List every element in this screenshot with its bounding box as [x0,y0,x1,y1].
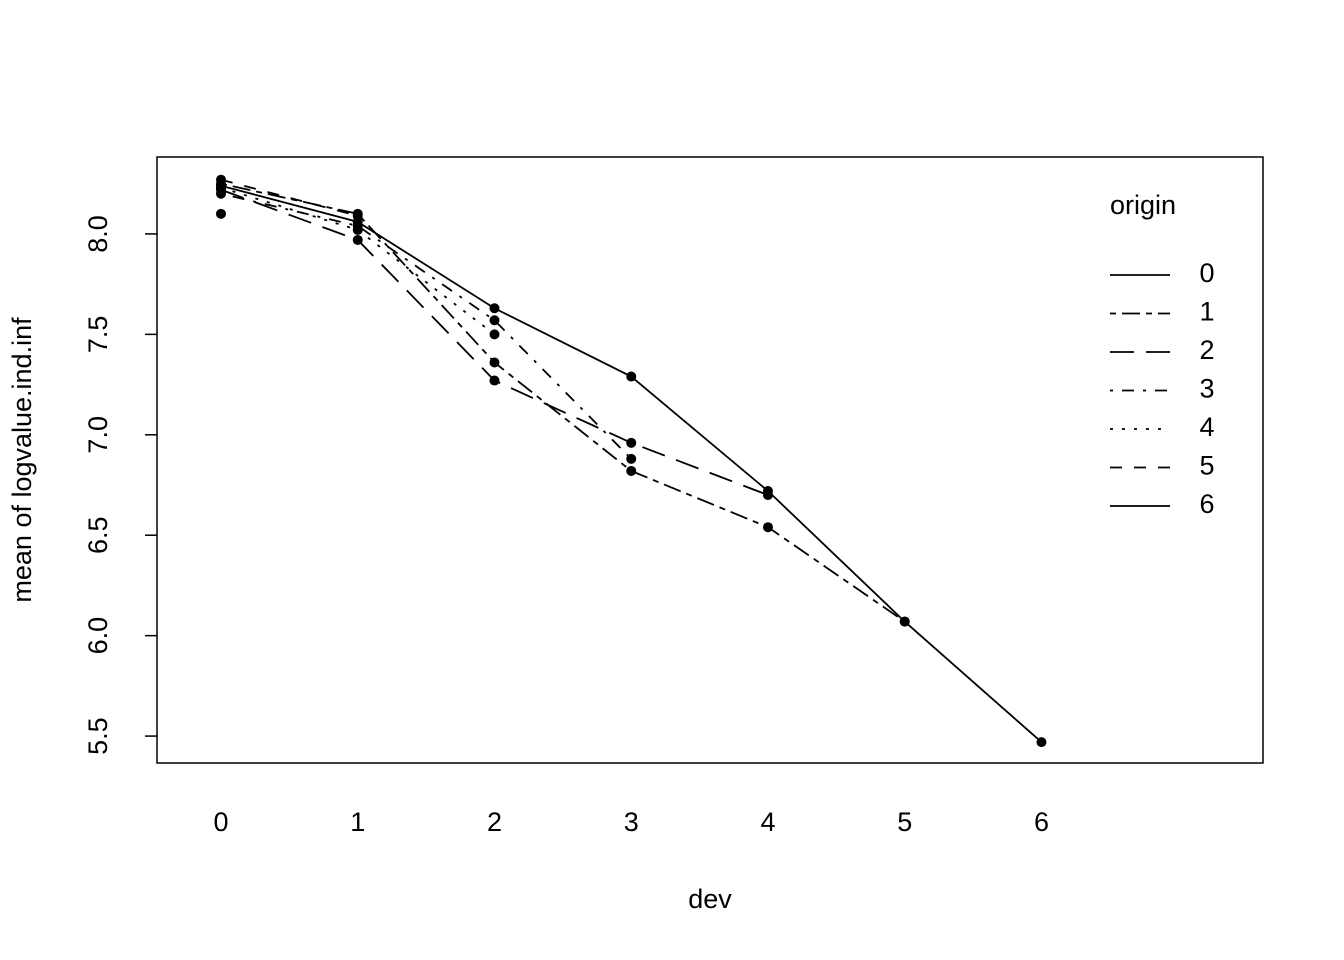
data-point [352,224,363,235]
y-tick-label: 6.0 [83,617,113,655]
x-tick-label: 1 [350,807,365,837]
data-point [626,371,637,382]
data-point [626,465,637,476]
y-tick-label: 7.5 [83,316,113,354]
data-point [489,329,500,340]
x-tick-label: 3 [624,807,639,837]
legend-label: 2 [1199,335,1214,365]
data-point [215,182,226,193]
x-tick-label: 6 [1034,807,1049,837]
data-point [489,357,500,368]
legend-label: 3 [1199,374,1214,404]
data-point [352,210,363,221]
data-point [489,375,500,386]
data-point [899,616,910,627]
y-tick-label: 6.5 [83,516,113,554]
series-line [220,182,906,623]
data-point [489,303,500,314]
x-tick-label: 4 [760,807,775,837]
data-point [215,208,226,219]
y-tick-label: 8.0 [83,215,113,253]
series-line [220,188,769,496]
x-tick-label: 5 [897,807,912,837]
x-tick-label: 2 [487,807,502,837]
legend-label: 6 [1199,489,1214,519]
legend-label: 0 [1199,258,1214,288]
data-point [489,315,500,326]
data-point [352,234,363,245]
legend-label: 5 [1199,451,1214,481]
series-line [220,192,632,460]
x-axis-label: dev [688,884,732,914]
legend-label: 4 [1199,412,1214,442]
y-tick-label: 7.0 [83,416,113,454]
legend-title: origin [1110,190,1176,220]
y-axis-label: mean of logvalue.ind.inf [7,317,37,603]
data-point [1036,737,1047,748]
data-point [762,490,773,501]
data-point [626,437,637,448]
x-tick-label: 0 [213,807,228,837]
data-point [626,453,637,464]
data-point [215,174,226,185]
data-point [762,522,773,533]
legend-label: 1 [1199,297,1214,327]
plot-frame [156,156,1264,764]
y-tick-label: 5.5 [83,717,113,755]
series-line [220,184,1043,743]
